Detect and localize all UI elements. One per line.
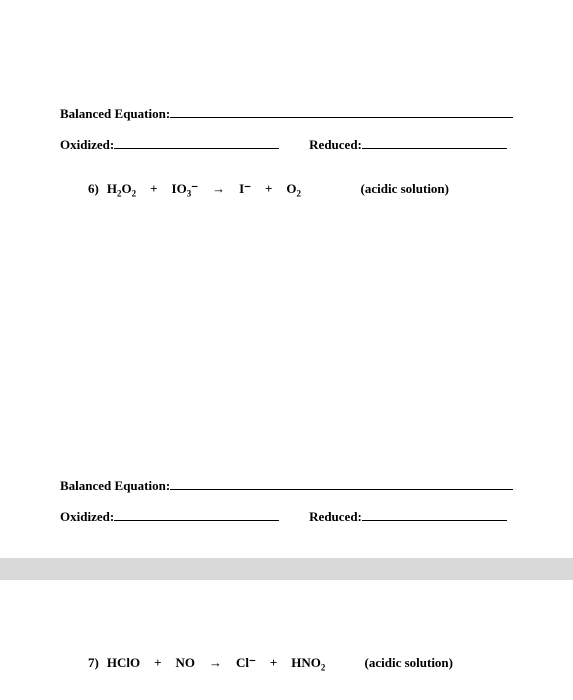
reduced-label: Reduced: (309, 509, 362, 525)
page-content: Balanced Equation: Oxidized: Reduced: 6)… (0, 0, 573, 559)
blank-line (362, 508, 507, 521)
section-2: Balanced Equation: Oxidized: Reduced: (60, 477, 513, 525)
balanced-equation-label: Balanced Equation: (60, 106, 170, 122)
problem-6-row: 6) H2O2 + IO3⁻ → I⁻ + O2 (acidic solutio… (60, 181, 513, 197)
reduced-field-2: Reduced: (309, 508, 507, 525)
page-divider (0, 558, 573, 580)
arrow: → (212, 181, 225, 197)
species-hno2: HNO2 (291, 655, 325, 671)
oxidized-field-1: Oxidized: (60, 136, 279, 153)
balanced-equation-row-1: Balanced Equation: (60, 105, 513, 122)
plus-sign: + (150, 181, 157, 197)
problem-number: 6) (88, 181, 99, 197)
species-no: NO (176, 655, 196, 671)
equation-6: H2O2 + IO3⁻ → I⁻ + O2 (107, 181, 301, 197)
reduced-field-1: Reduced: (309, 136, 507, 153)
condition-label: (acidic solution) (361, 181, 513, 197)
arrow: → (209, 655, 222, 671)
plus-sign: + (265, 181, 272, 197)
plus-sign: + (154, 655, 161, 671)
oxidized-label: Oxidized: (60, 137, 114, 153)
equation-7: HClO + NO → Cl⁻ + HNO2 (107, 655, 326, 671)
species-io3: IO3⁻ (172, 181, 199, 197)
oxidized-reduced-row-1: Oxidized: Reduced: (60, 136, 513, 153)
blank-line (170, 105, 513, 118)
species-i: I⁻ (239, 181, 251, 197)
blank-line (114, 508, 279, 521)
oxidized-label: Oxidized: (60, 509, 114, 525)
blank-line (362, 136, 507, 149)
species-h2o2: H2O2 (107, 181, 136, 197)
species-o2: O2 (286, 181, 301, 197)
species-hclo: HClO (107, 655, 140, 671)
plus-sign: + (270, 655, 277, 671)
oxidized-field-2: Oxidized: (60, 508, 279, 525)
balanced-equation-label: Balanced Equation: (60, 478, 170, 494)
problem-number: 7) (88, 655, 99, 671)
blank-line (170, 477, 513, 490)
blank-line (114, 136, 279, 149)
species-cl: Cl⁻ (236, 655, 256, 671)
oxidized-reduced-row-2: Oxidized: Reduced: (60, 508, 513, 525)
balanced-equation-row-2: Balanced Equation: (60, 477, 513, 494)
reduced-label: Reduced: (309, 137, 362, 153)
condition-label: (acidic solution) (365, 655, 513, 671)
problem-7-row: 7) HClO + NO → Cl⁻ + HNO2 (acidic soluti… (60, 655, 513, 671)
